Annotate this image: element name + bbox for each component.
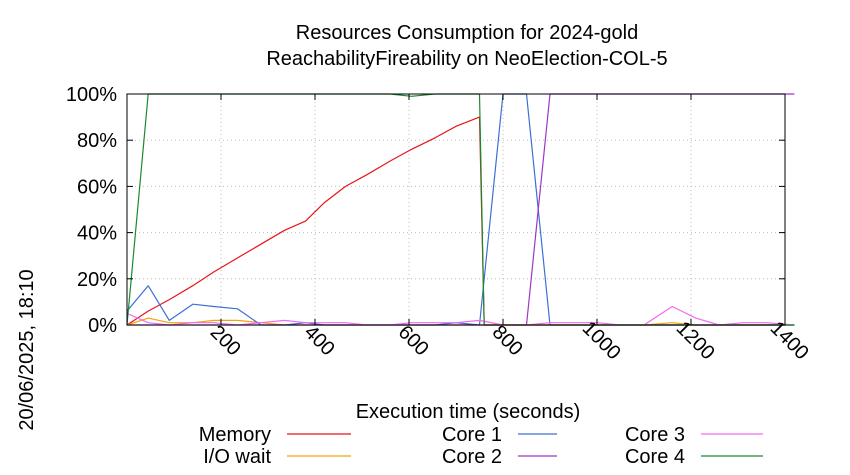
y-tick-label: 40% [77, 223, 117, 245]
grid [127, 94, 785, 325]
series-line-memory [126, 116, 795, 326]
x-axis-title: Execution time (seconds) [356, 401, 581, 423]
x-tick-label: 200 [206, 321, 245, 360]
y-tick-label: 20% [77, 269, 117, 291]
chart-title-line-1: Resources Consumption for 2024-gold [296, 22, 638, 44]
y-ticks: 0% 20% 40% 60% 80% 100% [66, 84, 785, 337]
series-lines [126, 93, 795, 326]
y-tick-label: 80% [77, 130, 117, 152]
chart-title-line-2: ReachabilityFireability on NeoElection-C… [266, 48, 667, 70]
legend-label-memory: Memory [199, 424, 271, 446]
legend-label-i-o-wait: I/O wait [203, 446, 271, 468]
x-tick-label: 600 [394, 321, 433, 360]
x-tick-label: 400 [300, 321, 339, 360]
plot-frame [126, 93, 786, 326]
timestamp: 20/06/2025, 18:10 [16, 269, 38, 430]
series-line-core-3 [126, 305, 795, 326]
legend-label-core-4: Core 4 [625, 446, 685, 468]
legend-label-core-3: Core 3 [625, 424, 685, 446]
y-tick-label: 0% [88, 315, 117, 337]
series-line-core-4 [126, 93, 795, 326]
x-tick-label: 800 [488, 321, 527, 360]
series-line-core-1 [126, 93, 795, 326]
legend-label-core-1: Core 1 [442, 424, 502, 446]
x-tick-label: 1400 [766, 317, 813, 364]
y-tick-label: 60% [77, 176, 117, 198]
y-tick-label: 100% [66, 84, 117, 106]
series-line-core-2 [127, 93, 795, 326]
x-tick-label: 1200 [672, 317, 719, 364]
legend-label-core-2: Core 2 [442, 446, 502, 468]
